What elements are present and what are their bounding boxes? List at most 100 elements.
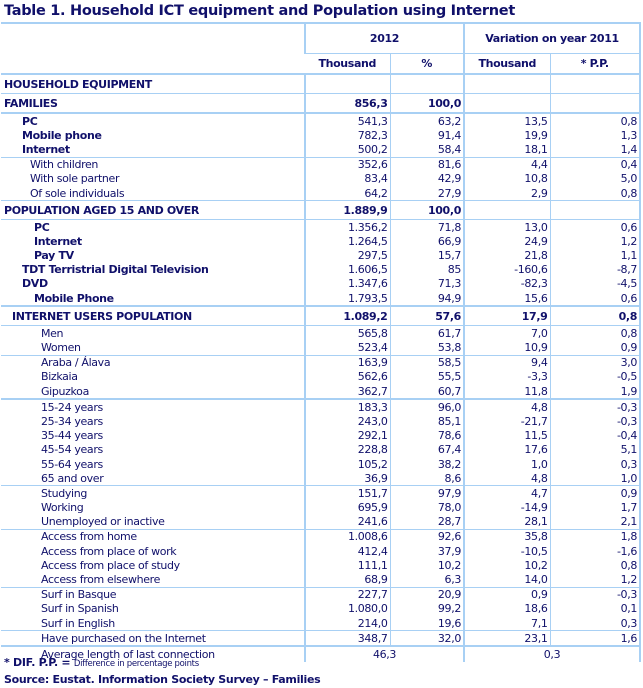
cell-variation-pp: 1,6 [549, 630, 641, 647]
cell-2012-percent: 32,0 [389, 630, 464, 647]
header-row-columns: Thousand % Thousand * P.P. [1, 53, 641, 74]
row-label: Unemployed or inactive [1, 514, 305, 530]
cell-variation-thousand: 24,9 [463, 234, 550, 249]
cell-2012-percent: 27,9 [389, 185, 464, 202]
row-label: 25-34 years [41, 414, 103, 428]
cell-variation-thousand: -160,6 [463, 262, 550, 277]
cell-variation-pp: -0,3 [549, 399, 641, 415]
cell-2012-percent [389, 73, 464, 94]
row-label: Of sole individuals [1, 185, 305, 202]
table-row: Of sole individuals 64,2 27,9 2,9 0,8 [1, 185, 641, 202]
cell-2012-thousand: 297,5 [304, 248, 390, 263]
cell-2012-percent: 100,0 [389, 93, 464, 114]
cell-variation-pp: -0,5 [549, 369, 641, 384]
row-label: Average length of last connection [1, 645, 305, 662]
table-row: 65 and over 36,9 8,6 4,8 1,0 [1, 471, 641, 487]
cell-2012-percent: 71,8 [389, 219, 464, 235]
cell-2012-thousand: 151,7 [304, 485, 390, 501]
cell-variation-thousand: 19,9 [463, 128, 550, 143]
cell-variation-thousand: 1,0 [463, 456, 550, 472]
cell-variation-thousand: 4,4 [463, 157, 550, 172]
cell-2012-thousand: 1.793,5 [304, 291, 390, 308]
cell-2012-thousand: 1.008,6 [304, 529, 390, 545]
cell-2012-thousand: 1.889,9 [304, 200, 390, 221]
row-label: PC [22, 114, 38, 128]
row-label: Mobile Phone [1, 291, 305, 308]
row-label: Access from place of work [41, 544, 177, 558]
cell-2012-thousand: 412,4 [304, 544, 390, 559]
row-label: INTERNET USERS POPULATION [1, 306, 305, 327]
cell-2012-percent: 55,5 [389, 369, 464, 384]
cell-2012-thousand: 241,6 [304, 514, 390, 530]
table-row: Access from elsewhere 68,9 6,3 14,0 1,2 [1, 572, 641, 588]
cell-variation-thousand: 7,0 [463, 325, 550, 341]
footnote-marker: * DIF. P.P. = [4, 656, 71, 669]
cell-2012-percent: 57,6 [389, 306, 464, 327]
cell-variation-pp: 2,1 [549, 514, 641, 530]
cell-variation-pp: 0,4 [549, 157, 641, 172]
table-row: Mobile Phone 1.793,5 94,9 15,6 0,6 [1, 291, 641, 308]
row-label: Surf in Spanish [41, 602, 119, 616]
cell-2012-percent: 38,2 [389, 456, 464, 472]
cell-2012-thousand: 541,3 [304, 113, 390, 129]
cell-2012-thousand: 362,7 [304, 384, 390, 401]
cell-2012-thousand: 111,1 [304, 558, 390, 573]
row-label: With sole partner [30, 172, 120, 186]
cell-2012-percent: 20,9 [389, 587, 464, 602]
table-row: Gipuzkoa 362,7 60,7 11,8 1,9 [1, 384, 641, 401]
row-label: Access from elsewhere [1, 572, 305, 588]
cell-variation-thousand: 2,9 [463, 185, 550, 202]
cell-variation-thousand: 15,6 [463, 291, 550, 308]
row-label: With children [30, 158, 99, 172]
cell-2012-percent: 8,6 [389, 471, 464, 487]
cell-variation-thousand: 35,8 [463, 529, 550, 545]
cell-2012-thousand: 695,9 [304, 500, 390, 515]
cell-2012-thousand: 64,2 [304, 185, 390, 202]
row-label: Women [1, 340, 305, 356]
table-row: Women 523,4 53,8 10,9 0,9 [1, 340, 641, 356]
cell-2012-percent: 96,0 [389, 399, 464, 415]
header-thousand: Thousand [305, 53, 390, 74]
cell-2012-thousand: 83,4 [304, 171, 390, 186]
ict-table: 2012 Variation on year 2011 Thousand % T… [1, 22, 642, 662]
cell-2012-thousand: 856,3 [304, 93, 390, 114]
cell-variation-thousand: 0,9 [463, 587, 550, 602]
table-row: FAMILIES 856,3 100,0 [1, 93, 641, 114]
cell-variation-thousand: 9,4 [463, 355, 550, 370]
row-label: Gipuzkoa [1, 384, 305, 401]
cell-variation-pp: -0,3 [549, 587, 641, 602]
table-row: Have purchased on the Internet 348,7 32,0 2… [1, 630, 641, 647]
row-label: Pay TV [34, 249, 74, 263]
cell-variation-thousand: 13,5 [463, 113, 550, 129]
table-row: 15-24 years 183,3 96,0 4,8 -0,3 [1, 399, 641, 415]
header-pp: * P.P. [549, 53, 641, 74]
table-row: 45-54 years 228,8 67,4 17,6 5,1 [1, 442, 641, 457]
table-row: 35-44 years 292,1 78,6 11,5 -0,4 [1, 428, 641, 443]
cell-variation: 0,3 [462, 645, 641, 662]
header-variation: Variation on year 2011 [462, 22, 641, 54]
cell-variation-thousand: 4,8 [463, 471, 550, 487]
cell-variation-pp: 0,8 [549, 306, 641, 327]
cell-variation-thousand: 17,9 [463, 306, 550, 327]
cell-2012-percent: 37,9 [389, 544, 464, 559]
table-row: 25-34 years 243,0 85,1 -21,7 -0,3 [1, 414, 641, 429]
cell-2012-thousand [304, 73, 390, 94]
cell-variation-thousand [463, 73, 550, 94]
cell-2012-thousand: 500,2 [304, 142, 390, 158]
row-label: Bizkaia [41, 370, 78, 384]
table-row: Mobile phone 782,3 91,4 19,9 1,3 [1, 128, 641, 143]
cell-variation-pp [549, 200, 641, 221]
cell-variation-thousand: 10,9 [463, 340, 550, 356]
header-percent: % [389, 53, 464, 74]
table-row: Unemployed or inactive 241,6 28,7 28,1 2,1 [1, 514, 641, 530]
row-label: 45-54 years [41, 443, 103, 457]
cell-variation-pp: 0,1 [549, 601, 641, 616]
cell-2012-thousand: 68,9 [304, 572, 390, 588]
cell-variation-thousand: 11,8 [463, 384, 550, 401]
source-note: Source: Eustat. Information Society Surv… [4, 673, 321, 686]
cell-2012-percent: 67,4 [389, 442, 464, 457]
header-var-thousand: Thousand [463, 53, 550, 74]
cell-2012-percent: 97,9 [389, 485, 464, 501]
row-label: Men [41, 326, 64, 340]
cell-variation-pp: 1,8 [549, 529, 641, 545]
